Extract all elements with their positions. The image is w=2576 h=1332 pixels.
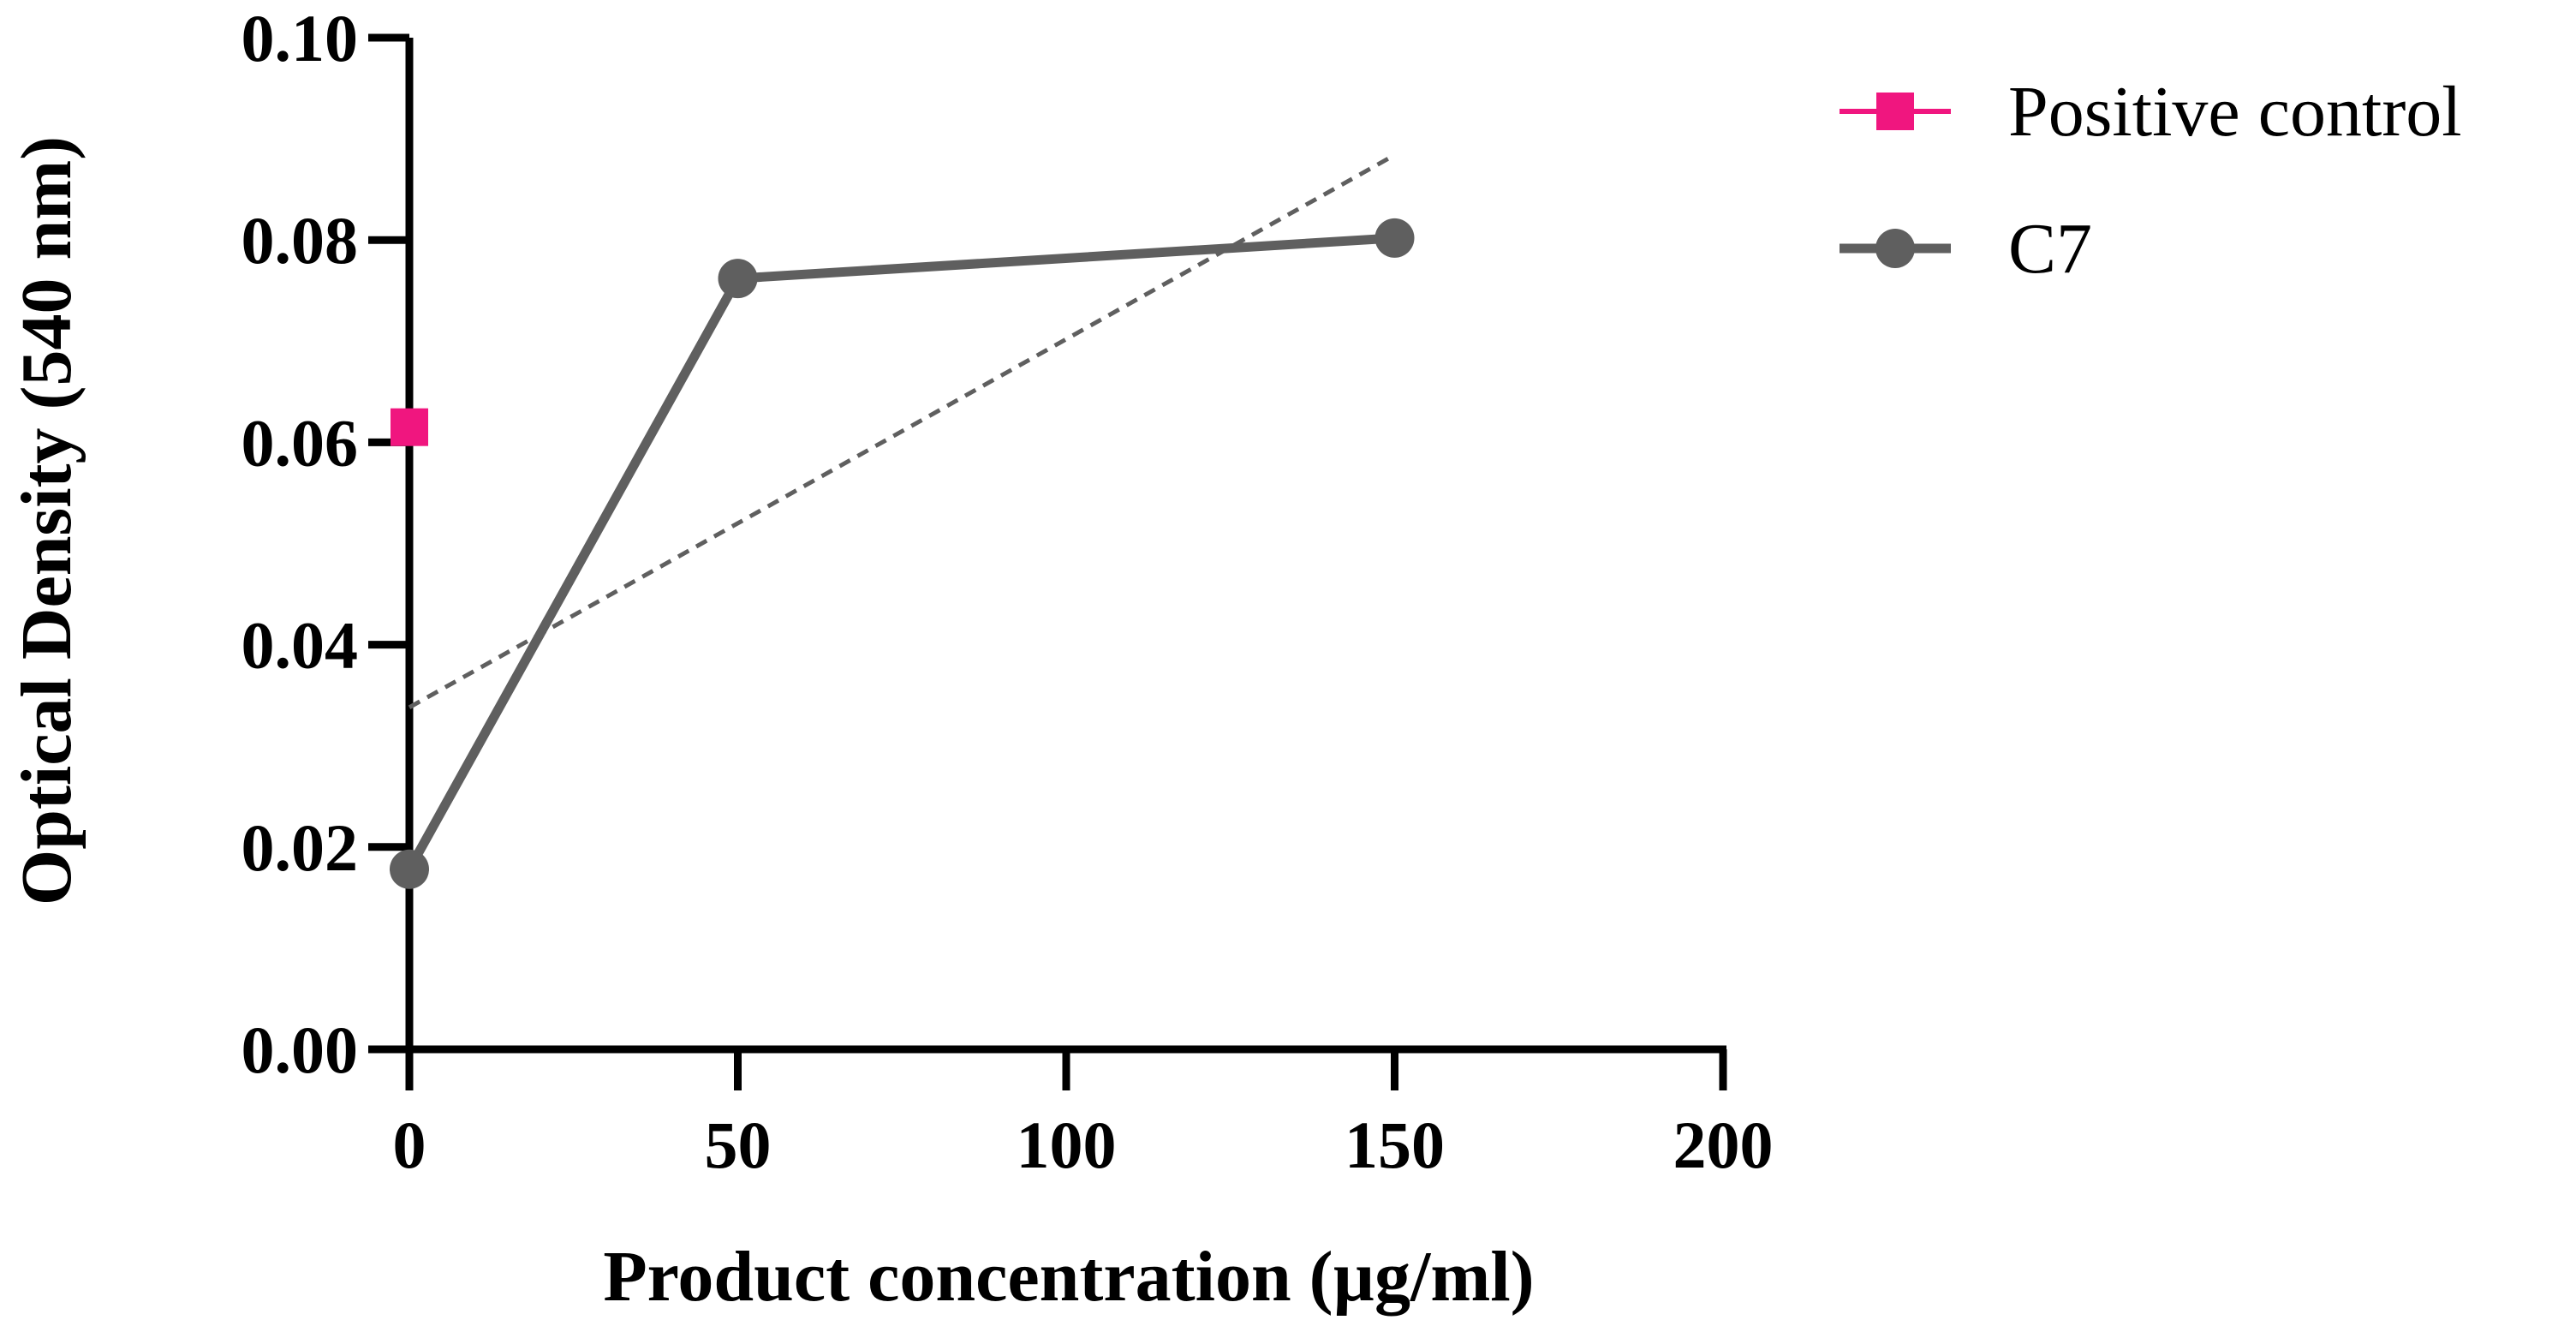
legend-label: C7 xyxy=(2008,209,2092,289)
y-tick-label: 0.02 xyxy=(242,810,359,885)
x-tick-label: 150 xyxy=(1345,1108,1445,1182)
x-axis-title: Product concentration (µg/ml) xyxy=(603,1237,1534,1317)
x-tick-label: 200 xyxy=(1673,1108,1774,1182)
legend-circle-marker xyxy=(1875,229,1915,268)
legend-label: Positive control xyxy=(2008,72,2462,152)
x-ticks: 0 50 100 150 200 xyxy=(393,1049,1774,1182)
y-tick-label: 0.00 xyxy=(242,1012,359,1087)
data-point-circle xyxy=(1374,218,1415,258)
x-tick-label: 50 xyxy=(705,1108,772,1182)
y-ticks: 0.00 0.02 0.04 0.06 0.08 0.10 xyxy=(242,1,409,1087)
trendline-layer xyxy=(408,152,1396,710)
x-tick-label: 100 xyxy=(1017,1108,1117,1182)
y-tick-label: 0.08 xyxy=(242,203,359,278)
trendline xyxy=(408,152,1396,710)
y-tick-label: 0.04 xyxy=(242,608,359,683)
y-tick-label: 0.10 xyxy=(242,1,359,75)
x-tick-label: 0 xyxy=(393,1108,426,1182)
legend-square-marker xyxy=(1876,93,1914,130)
series-layer xyxy=(390,218,1415,889)
legend: Positive control C7 xyxy=(1840,72,2462,289)
series-line xyxy=(405,233,1395,872)
y-axis-title: Optical Density (540 nm) xyxy=(7,136,86,905)
data-point-circle xyxy=(718,259,758,299)
data-point-circle xyxy=(390,849,429,889)
y-tick-label: 0.06 xyxy=(242,405,359,480)
data-point-square xyxy=(391,408,428,446)
axes xyxy=(405,38,1726,1054)
